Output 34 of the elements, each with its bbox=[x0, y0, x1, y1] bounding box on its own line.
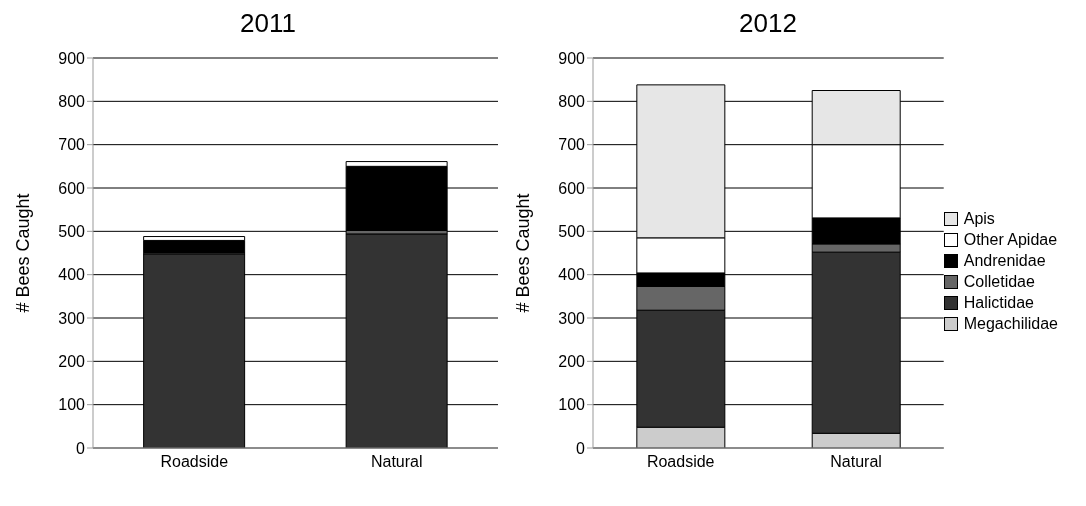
chart-title: 2012 bbox=[738, 8, 798, 40]
x-tick-label: Natural bbox=[830, 453, 882, 471]
legend-label: Andrenidae bbox=[963, 252, 1046, 270]
y-tick-label: 100 bbox=[58, 396, 86, 414]
y-axis-title: # Bees Caught bbox=[513, 193, 534, 313]
y-axis-title: # Bees Caught bbox=[13, 193, 34, 313]
y-tick-label: 600 bbox=[558, 179, 586, 197]
y-tick-label: 700 bbox=[558, 136, 586, 154]
y-tick-label: 0 bbox=[76, 439, 86, 457]
y-tick-label: 900 bbox=[558, 49, 586, 67]
y-tick-label: 200 bbox=[58, 353, 86, 371]
y-tick-label: 300 bbox=[58, 309, 86, 327]
y-tick-label: 900 bbox=[58, 49, 86, 67]
y-tick-label: 300 bbox=[558, 309, 586, 327]
x-tick-label: Roadside bbox=[160, 453, 229, 471]
y-tick-label: 0 bbox=[576, 439, 586, 457]
y-tick-label: 500 bbox=[558, 223, 586, 241]
y-tick-label: 400 bbox=[58, 266, 86, 284]
y-tick-label: 800 bbox=[558, 93, 586, 111]
y-tick-label: 500 bbox=[58, 223, 86, 241]
chart-title: 2011 bbox=[239, 8, 297, 40]
legend-label: Colletidae bbox=[963, 273, 1035, 291]
legend-label: Megachilidae bbox=[963, 315, 1058, 333]
y-tick-label: 100 bbox=[558, 396, 586, 414]
y-tick-label: 800 bbox=[58, 93, 86, 111]
y-tick-label: 200 bbox=[558, 353, 586, 371]
legend-label: Halictidae bbox=[963, 294, 1034, 312]
legend-label: Apis bbox=[963, 210, 995, 228]
y-tick-label: 600 bbox=[58, 179, 86, 197]
y-tick-label: 400 bbox=[558, 266, 586, 284]
legend-label: Other Apidae bbox=[963, 231, 1058, 249]
y-tick-label: 700 bbox=[58, 136, 86, 154]
x-tick-label: Roadside bbox=[646, 453, 715, 471]
x-tick-label: Natural bbox=[370, 453, 423, 471]
